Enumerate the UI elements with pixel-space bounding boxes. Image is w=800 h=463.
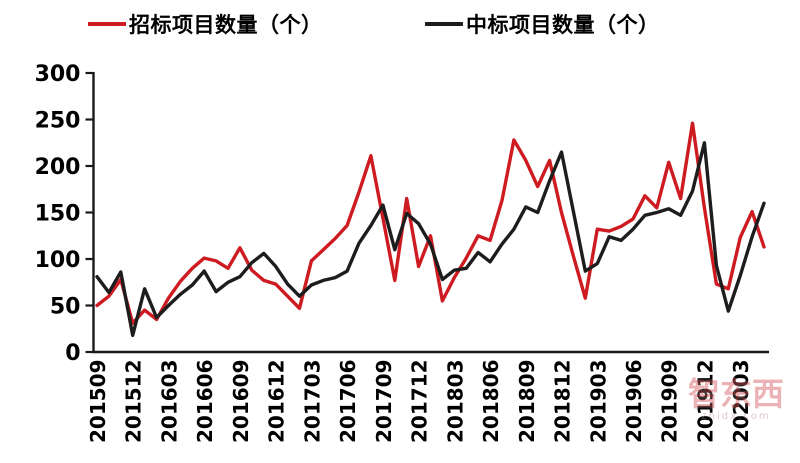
- x-tick-label: 201603: [157, 360, 181, 444]
- y-axis-ticks: 0 50 100 150 200 250 300: [35, 62, 94, 366]
- x-tick-label: 201909: [658, 360, 682, 444]
- series-line-bidding-red: [95, 121, 766, 325]
- legend-swatch-black-line: [425, 22, 463, 26]
- x-tick-label: 201606: [193, 360, 217, 444]
- x-tick-label: 202003: [729, 360, 753, 444]
- axes: [92, 72, 769, 354]
- x-tick-label: 201712: [408, 360, 432, 444]
- x-tick-label: 201903: [586, 360, 610, 444]
- legend-label-winning: 中标项目数量（个）: [466, 13, 660, 37]
- x-tick-label: 201609: [229, 360, 253, 444]
- y-tick-label: 300: [35, 62, 81, 87]
- legend-swatch-red-line: [88, 22, 126, 26]
- y-tick-label: 100: [35, 248, 81, 273]
- x-tick-label: 201703: [300, 360, 324, 444]
- x-axis-labels: 201509 201512 201603 201606 201609 201612 2017…: [86, 359, 753, 443]
- x-tick-label: 201709: [372, 360, 396, 444]
- legend-item-bidding: 招标项目数量（个）: [88, 10, 323, 38]
- series-line-winning-black: [95, 141, 766, 337]
- x-tick-label: 201803: [443, 360, 467, 443]
- x-tick-label: 201706: [336, 360, 360, 444]
- x-tick-label: 201812: [551, 360, 575, 444]
- y-tick-label: 250: [35, 109, 81, 134]
- y-tick-label: 50: [50, 295, 81, 320]
- x-tick-label: 201509: [86, 360, 110, 444]
- legend-label-bidding: 招标项目数量（个）: [129, 13, 323, 37]
- x-tick-label: 201512: [122, 360, 146, 444]
- legend-item-winning: 中标项目数量（个）: [425, 10, 660, 38]
- x-tick-label: 201906: [622, 360, 646, 444]
- x-tick-label: 201809: [515, 360, 539, 444]
- x-tick-label: 201612: [265, 360, 289, 444]
- y-tick-label: 200: [35, 155, 81, 180]
- x-tick-label: 201806: [479, 359, 503, 443]
- x-tick-label: 201912: [693, 360, 717, 444]
- y-tick-label: 0: [65, 341, 80, 366]
- y-tick-label: 150: [35, 202, 81, 227]
